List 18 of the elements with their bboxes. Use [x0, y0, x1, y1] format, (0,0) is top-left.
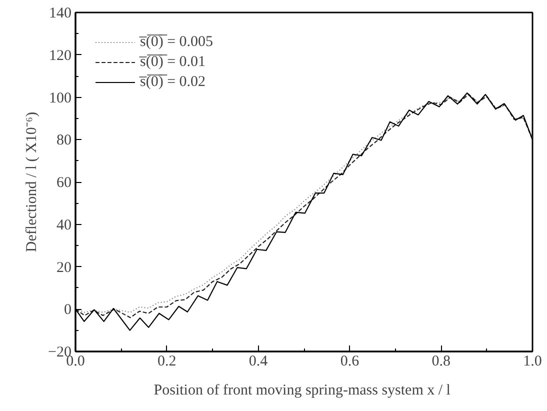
x-tick-label: 0.2: [158, 354, 176, 370]
legend-label: s̅(̅0̅)̅ = 0.005: [140, 33, 214, 51]
y-tick-label: 40: [56, 217, 72, 234]
y-tick-label: 120: [49, 48, 72, 64]
y-tick-label: 100: [49, 90, 72, 106]
x-tick-label: 0.8: [432, 354, 450, 370]
y-tick-label: 20: [56, 260, 72, 276]
y-tick-label: 60: [56, 175, 72, 191]
legend-label: s̅(̅0̅)̅ = 0.01: [140, 53, 206, 71]
x-tick-label: 0.4: [248, 354, 268, 370]
y-tick-label: 0: [64, 302, 72, 318]
y-axis-title: Deflectiond / l ( X10⁻⁶): [24, 112, 40, 252]
x-tick-label: 1.0: [523, 354, 542, 370]
legend-label: s̅(̅0̅)̅ = 0.02: [140, 73, 206, 91]
y-tick-label: 140: [49, 6, 72, 22]
y-tick-label: 80: [56, 132, 72, 149]
x-tick-label: 0.6: [340, 354, 360, 370]
x-axis-title: Position of front moving spring-mass system x / l: [154, 382, 450, 398]
